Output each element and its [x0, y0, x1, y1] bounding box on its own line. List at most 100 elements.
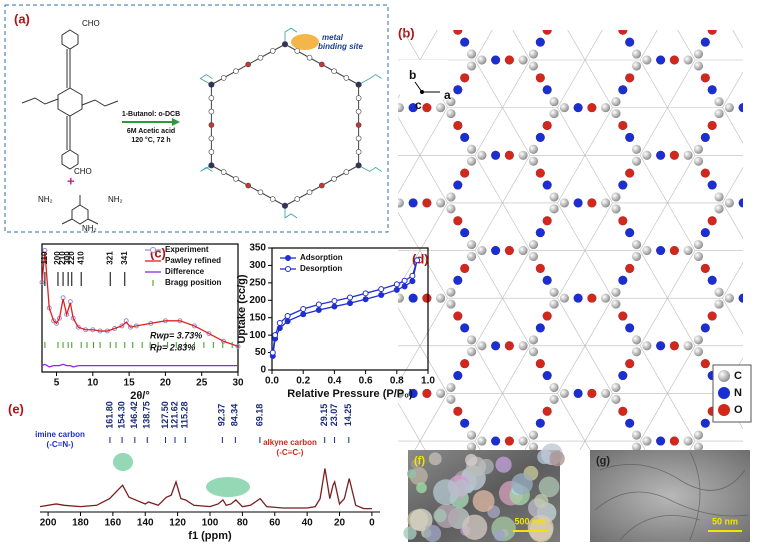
atom	[574, 8, 583, 17]
atom	[601, 8, 610, 17]
tem-sheets	[594, 451, 749, 541]
atom	[587, 8, 596, 17]
atom	[436, 8, 445, 17]
atom	[714, 287, 724, 297]
y-tick-label: 250	[249, 277, 266, 288]
ring-unit	[355, 95, 362, 101]
data-point	[409, 278, 416, 285]
atom	[385, 478, 394, 487]
atom	[281, 300, 290, 309]
atom	[549, 287, 559, 297]
particle	[410, 459, 421, 469]
atom	[683, 436, 693, 446]
atom	[535, 37, 545, 47]
particle	[461, 514, 488, 540]
strand	[398, 307, 421, 346]
strand	[512, 30, 531, 61]
peak-label: 115.28	[180, 401, 190, 428]
particle	[453, 479, 470, 497]
x-tick-label: 60	[269, 518, 281, 529]
alkyl-chain	[199, 74, 213, 85]
data-point	[378, 286, 385, 293]
atom	[436, 198, 446, 208]
atom	[446, 14, 455, 23]
atom	[460, 323, 470, 333]
atom	[707, 275, 717, 285]
atom	[518, 150, 528, 160]
atom	[535, 73, 545, 83]
atom	[467, 240, 477, 250]
atom	[669, 341, 679, 351]
atom	[642, 55, 652, 65]
atom	[683, 341, 693, 351]
atom-n	[718, 387, 730, 399]
strand	[524, 440, 531, 450]
atom	[656, 436, 666, 446]
atom	[618, 275, 628, 285]
strand	[475, 0, 503, 12]
atom	[460, 418, 470, 428]
atom	[632, 430, 642, 440]
node	[208, 162, 215, 169]
atom	[707, 216, 717, 226]
atom	[312, 341, 321, 350]
atom	[288, 502, 297, 511]
strand	[419, 155, 448, 204]
atom	[371, 454, 380, 463]
annotation: alkyne carbon	[263, 438, 317, 447]
atom	[408, 103, 418, 113]
atom	[422, 8, 431, 17]
atom	[587, 293, 597, 303]
data-point	[315, 301, 322, 308]
atom	[707, 311, 717, 321]
atom	[550, 2, 559, 11]
y-tick-label: 0	[260, 365, 266, 376]
atom	[364, 252, 373, 261]
strand	[419, 30, 438, 61]
atom	[504, 55, 514, 65]
ring-unit	[208, 135, 215, 142]
atom	[535, 168, 545, 178]
peak-label: 321	[105, 251, 114, 265]
ring-unit	[355, 149, 362, 155]
x-axis-label: f1 (ppm)	[188, 530, 232, 542]
data-point	[393, 281, 400, 288]
atom	[625, 323, 635, 333]
ring-unit	[269, 48, 276, 54]
atom	[398, 293, 404, 303]
peak-label: 110	[40, 251, 49, 264]
alkyl-chain	[358, 165, 382, 172]
strand	[557, 107, 586, 156]
atom	[326, 341, 335, 350]
atom	[288, 466, 297, 475]
atom	[632, 61, 642, 71]
data-point	[378, 292, 385, 299]
ring-unit	[355, 135, 362, 142]
series-line	[272, 260, 418, 353]
atom	[601, 103, 611, 113]
strand	[419, 298, 448, 346]
atom	[528, 156, 538, 166]
atom	[587, 388, 597, 398]
nh2: NH₂	[38, 195, 53, 204]
atom	[587, 103, 597, 113]
strand	[474, 250, 503, 299]
strand	[474, 155, 503, 204]
atom	[467, 442, 477, 450]
strand	[474, 393, 503, 442]
legend-label: N	[734, 387, 742, 399]
atom	[542, 371, 552, 381]
peak-label: 341	[120, 251, 129, 265]
atom	[528, 442, 538, 450]
atom	[364, 431, 373, 440]
ring-unit	[355, 122, 362, 128]
atom	[725, 8, 734, 17]
y-tick-label: 150	[249, 312, 266, 323]
atom	[700, 73, 710, 83]
strand	[750, 0, 763, 12]
atom	[715, 2, 724, 11]
ring-unit	[269, 196, 276, 202]
strand	[419, 393, 448, 442]
atom	[477, 341, 487, 351]
atom	[398, 388, 404, 398]
